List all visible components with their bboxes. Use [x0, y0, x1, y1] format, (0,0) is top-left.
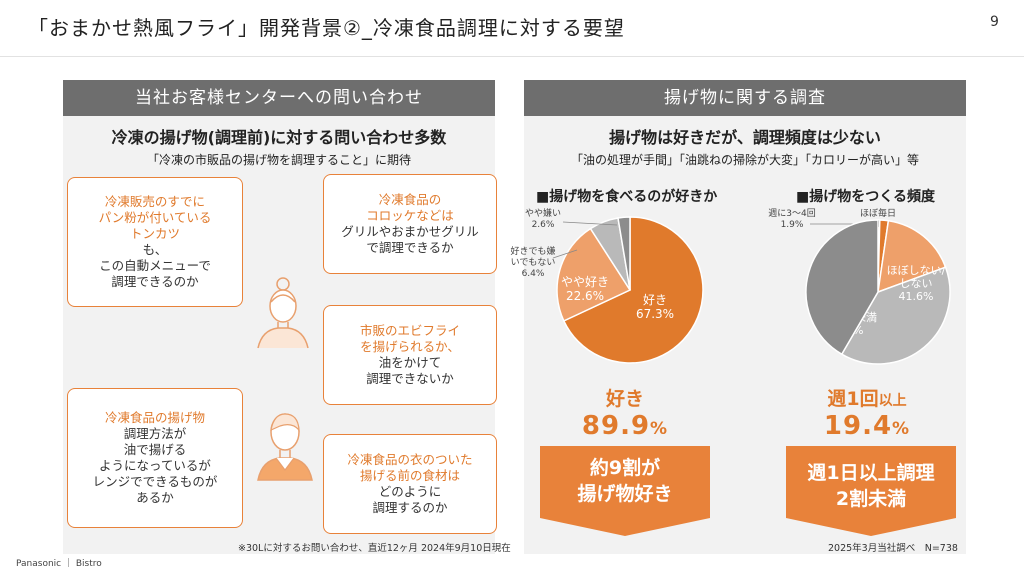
like-arrow-line1: 約9割が	[589, 457, 661, 479]
inquiry-panel-header: 当社お客様センターへの問い合わせ	[63, 80, 495, 116]
survey-footnote: 2025年3月当社調べ N=738	[828, 543, 958, 554]
frequency-chart-title: ■揚げ物をつくる頻度	[796, 189, 935, 205]
slice-label: やや嫌い 2.6%	[525, 207, 561, 230]
page-title: 「おまかせ熱風フライ」開発背景②_冷凍食品調理に対する要望	[28, 16, 625, 40]
like-arrow-line2: 揚げ物好き	[577, 483, 673, 505]
bubble-highlight-line: 揚げる前の食材は	[359, 468, 460, 483]
elderly-woman-illustration	[257, 413, 313, 481]
inquiry-bubble: 冷凍食品の揚げ物 調理方法が 油で揚げる ようになっているが レンジでできるものが あるか	[67, 388, 243, 528]
title-divider	[0, 56, 1024, 57]
brand-footer: Panasonic ｜ Bistro	[16, 559, 102, 569]
bubble-highlight-line: トンカツ	[129, 226, 180, 241]
like-summary-unit: %	[650, 419, 669, 439]
like-summary: 好き 89.9%	[560, 384, 690, 441]
slice-label: 好きでも嫌いでもない 6.4%	[510, 245, 555, 279]
bubble-highlight-line: パン粉が付いている	[98, 210, 212, 225]
frequency-summary-value: 19.4	[823, 411, 893, 441]
slice-label: 週に3～4回 1.9%	[768, 208, 815, 230]
bubble-text-line: レンジでできるものが	[92, 474, 218, 489]
bubble-text-line: この自動メニューで	[99, 258, 211, 273]
frequency-arrow-line1: 週1日以上調理	[807, 462, 935, 484]
bubble-text-line: 調理できないか	[366, 371, 454, 386]
bubble-text-line: 油をかけて	[378, 355, 442, 370]
survey-subline: 「油の処理が手間」「油跳ねの掃除が大変」「カロリーが高い」等	[570, 153, 919, 167]
pie-slice	[805, 219, 879, 356]
frequency-summary-label-small: 以上	[878, 393, 907, 409]
bubble-text-line: 油で揚げる	[123, 442, 187, 457]
frequency-arrow-box	[786, 446, 956, 536]
bubble-text-line: どのように	[378, 484, 442, 499]
bubble-highlight-line: 冷凍食品の揚げ物	[104, 410, 205, 425]
inquiry-bubble: 冷凍販売のすでに パン粉が付いている トンカツ も、 この自動メニューで 調理できるのか	[67, 177, 243, 307]
frequency-arrow-text: 週1日以上調理 2割未満	[786, 460, 956, 512]
pie-slice	[877, 219, 947, 294]
inquiry-subline: 「冷凍の市販品の揚げ物を調理すること」に期待	[146, 153, 411, 167]
like-arrow-text: 約9割が 揚げ物好き	[540, 455, 710, 507]
pie-slice	[562, 216, 704, 364]
like-chart-title: ■揚げ物を食べるのが好きか	[536, 189, 718, 205]
slice-label: ほぼしない/しない 41.6%	[887, 264, 946, 303]
bubble-text-line: 調理方法が	[123, 426, 187, 441]
bubble-text-line: 調理できるのか	[111, 274, 199, 289]
inquiry-footnote: ※30Lに対するお問い合わせ、直近12ヶ月 2024年9月10日現在	[238, 543, 511, 554]
slice-label: やや好き 22.6%	[561, 275, 609, 303]
bubble-text-line: 調理するのか	[372, 500, 448, 515]
leader-line	[562, 221, 618, 226]
inquiry-bubble: 市販のエビフライ を揚げられるか、 油をかけて 調理できないか	[323, 305, 497, 405]
like-pie-chart: 好き 67.3% やや好き 22.6%好きでも嫌いでもない 6.4% やや嫌い 2.6%	[510, 207, 704, 364]
page-number: 9	[990, 14, 999, 30]
pie-slice	[840, 266, 951, 365]
like-summary-value: 89.9	[581, 411, 651, 441]
like-arrow-box	[540, 446, 710, 536]
frequency-summary-label: 週1回	[827, 388, 879, 410]
frequency-pie-chart: ほぼ毎日0.4%週に3～4回1.9%週に1～2回17.1%週に1回未満39.0%…	[768, 207, 951, 365]
bubble-highlight-line: 冷凍食品の衣のついた	[347, 452, 473, 467]
bubble-text-line: で調理できるか	[366, 240, 454, 255]
bubble-highlight-line: 冷凍食品の	[378, 192, 442, 207]
inquiry-bubble: 冷凍食品の衣のついた 揚げる前の食材は どのように 調理するのか	[323, 434, 497, 534]
bubble-highlight-line: 冷凍販売のすでに	[104, 194, 206, 209]
bubble-highlight-line: コロッケなどは	[366, 208, 454, 223]
survey-panel-header: 揚げ物に関する調査	[524, 80, 966, 116]
bubble-text-line: グリルやおまかせグリル	[341, 224, 479, 239]
like-summary-label: 好き	[605, 388, 644, 410]
pie-slice	[556, 227, 632, 322]
woman-illustration	[257, 277, 309, 349]
bubble-highlight-line: を揚げられるか、	[360, 339, 460, 354]
inquiry-headline: 冷凍の揚げ物(調理前)に対する問い合わせ多数	[111, 128, 447, 147]
inquiry-bubble: 冷凍食品の コロッケなどは グリルやおまかせグリル で調理できるか	[323, 174, 497, 274]
frequency-summary: 週1回以上 19.4%	[802, 384, 932, 441]
pie-slice	[617, 216, 631, 291]
slice-label: 好き 67.3%	[636, 293, 674, 321]
bubble-text-line: あるか	[136, 490, 174, 505]
frequency-summary-unit: %	[892, 419, 911, 439]
leader-line	[552, 249, 578, 259]
bubble-highlight-line: 市販のエビフライ	[359, 323, 460, 338]
bubble-text-line: も、	[142, 242, 168, 257]
bubble-text-line: ようになっているが	[99, 458, 211, 473]
survey-headline: 揚げ物は好きだが、調理頻度は少ない	[609, 128, 881, 147]
frequency-arrow-line2: 2割未満	[835, 488, 907, 510]
